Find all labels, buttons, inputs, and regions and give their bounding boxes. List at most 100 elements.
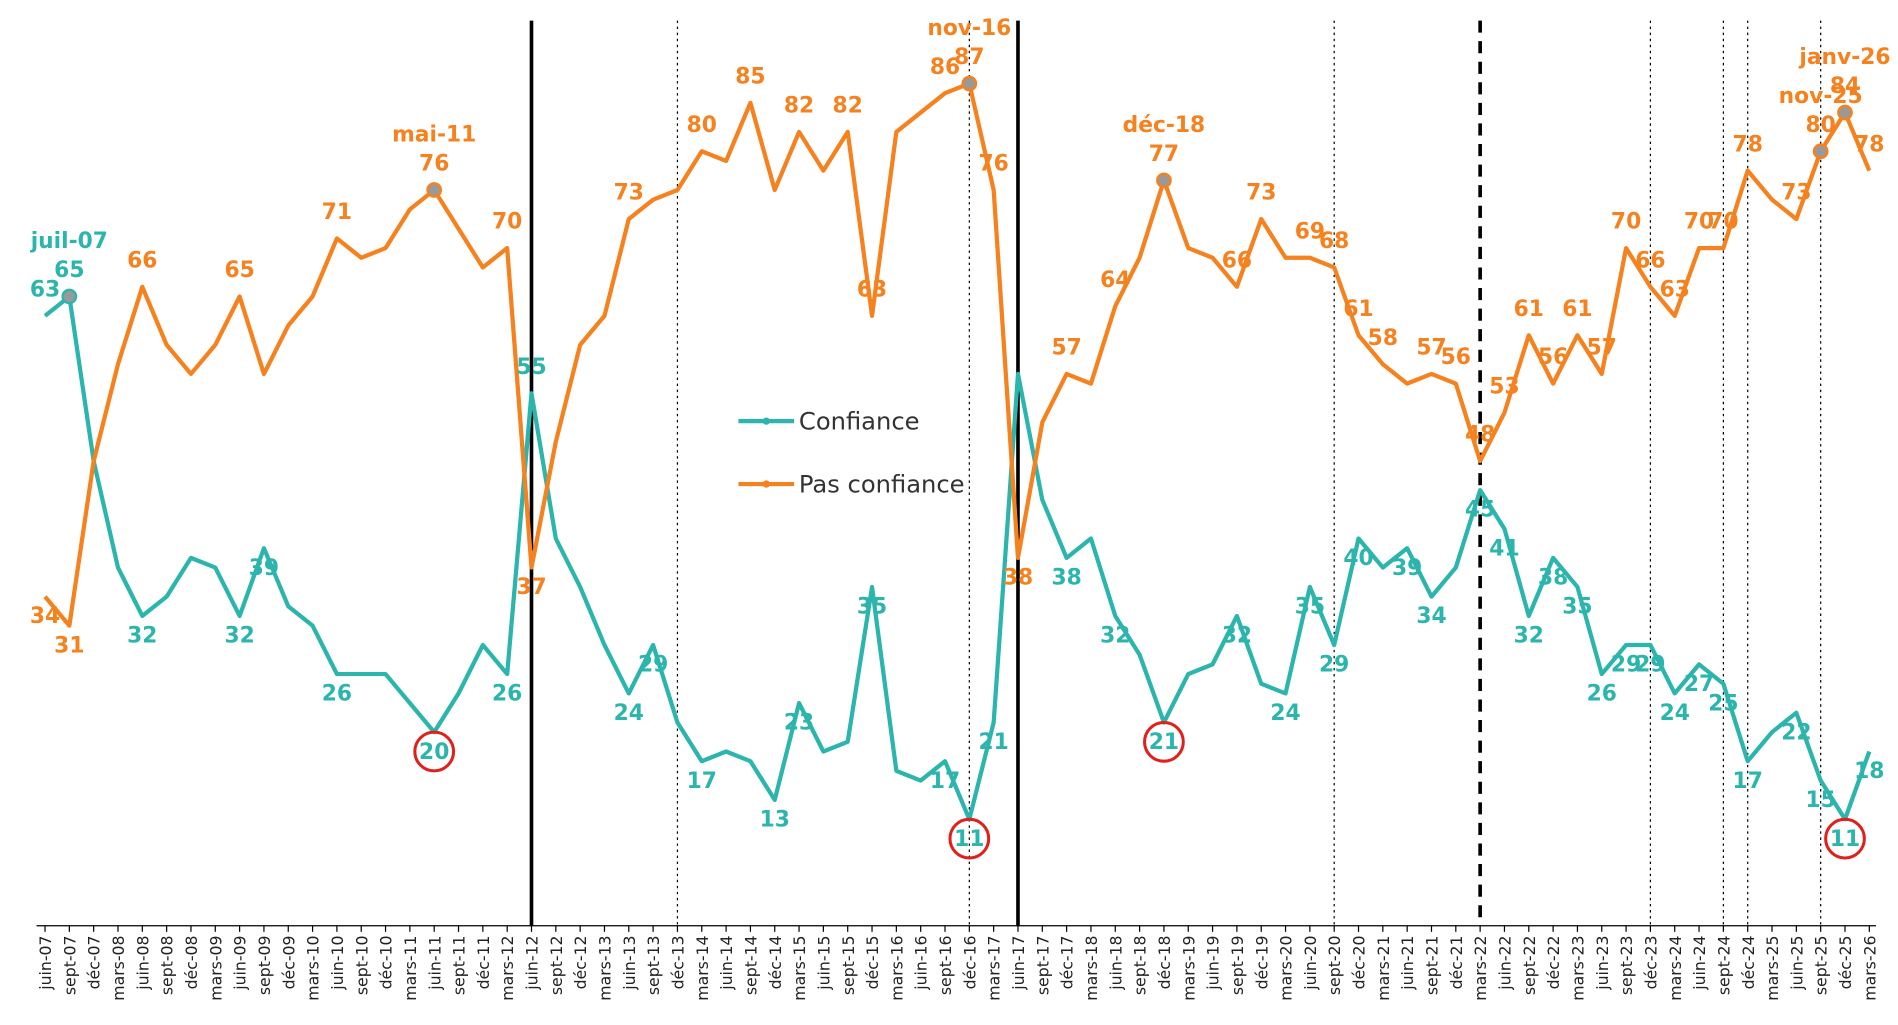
x-tick-label: sept-12 <box>547 935 566 995</box>
annotation: mai-11 <box>392 123 476 148</box>
value-label: 26 <box>322 682 352 707</box>
highlight-circle <box>1824 817 1866 860</box>
x-tick-label: mars-20 <box>1277 935 1296 1000</box>
highlight-circle <box>948 817 991 860</box>
x-tick-label: juin-17 <box>1009 935 1028 990</box>
value-label: 11 <box>954 827 984 852</box>
value-label: 39 <box>1392 556 1422 581</box>
value-label: 73 <box>1781 181 1811 206</box>
value-label: 71 <box>322 200 352 225</box>
value-label: 70 <box>1684 210 1714 235</box>
x-tick-label: déc-21 <box>1447 935 1466 989</box>
value-label: 57 <box>1587 336 1617 361</box>
x-tick-label: mars-19 <box>1179 935 1198 1000</box>
value-label: 24 <box>1660 701 1690 726</box>
legend-label: Pas confiance <box>799 471 965 499</box>
x-tick-label: juin-19 <box>1204 935 1223 990</box>
value-label: 66 <box>127 248 157 273</box>
value-label: 63 <box>857 277 887 302</box>
x-tick-label: sept-21 <box>1423 935 1442 995</box>
x-tick-label: sept-10 <box>352 935 371 995</box>
value-label: 37 <box>516 575 546 600</box>
value-label: 65 <box>224 258 254 283</box>
value-label: 61 <box>1562 297 1592 322</box>
x-tick-label: sept-24 <box>1714 935 1733 995</box>
x-tick-label: déc-20 <box>1350 935 1369 989</box>
value-label: 20 <box>419 740 449 765</box>
value-label: 22 <box>1781 720 1811 745</box>
x-tick-label: mars-24 <box>1666 935 1685 1000</box>
value-label: 17 <box>930 769 960 794</box>
x-tick-label: juin-10 <box>328 935 347 990</box>
value-label: 15 <box>1806 788 1836 813</box>
value-label: 56 <box>1441 345 1471 370</box>
x-tick-label: juin-08 <box>133 935 152 990</box>
x-tick-label: juin-11 <box>425 935 444 990</box>
point-marker <box>61 288 78 305</box>
value-label: 80 <box>687 113 717 138</box>
x-tick-label: juin-16 <box>912 935 931 990</box>
value-label: 24 <box>1270 701 1300 726</box>
x-tick-label: sept-19 <box>1228 935 1247 995</box>
value-label: 29 <box>1611 653 1641 678</box>
annotation: janv-26 <box>1798 45 1890 70</box>
x-tick-label: mars-09 <box>206 935 225 1000</box>
x-tick-label: déc-13 <box>668 935 687 989</box>
x-tick-label: mars-12 <box>498 935 517 1000</box>
x-tick-label: mars-13 <box>596 935 615 1000</box>
value-label: 29 <box>1635 653 1665 678</box>
value-label: 21 <box>1149 730 1179 755</box>
value-label: 41 <box>1489 536 1519 561</box>
x-tick-label: mars-22 <box>1471 935 1490 1000</box>
value-label: 58 <box>1368 326 1398 351</box>
value-label: 66 <box>1222 248 1252 273</box>
value-label: 76 <box>419 152 449 177</box>
x-tick-label: déc-23 <box>1641 935 1660 989</box>
value-label: 38 <box>1538 566 1568 591</box>
series-line <box>43 294 1872 822</box>
x-tick-label: mars-16 <box>887 935 906 1000</box>
value-label: 57 <box>1416 336 1446 361</box>
value-label: 63 <box>30 277 60 302</box>
x-tick-label: juin-20 <box>1301 935 1320 990</box>
x-tick-label: mars-18 <box>1082 935 1101 1000</box>
x-tick-label: mars-25 <box>1763 935 1782 1000</box>
x-tick-label: juin-22 <box>1496 935 1515 990</box>
x-tick-label: juin-25 <box>1787 935 1806 990</box>
value-label: 82 <box>784 94 814 119</box>
x-tick-label: sept-25 <box>1812 935 1831 995</box>
value-label: 26 <box>1587 682 1617 707</box>
value-label: 70 <box>1611 210 1641 235</box>
value-label: 86 <box>930 55 960 80</box>
value-label: 56 <box>1538 345 1568 370</box>
value-label: 17 <box>1733 769 1763 794</box>
value-label: 29 <box>1319 653 1349 678</box>
value-label: 66 <box>1635 248 1665 273</box>
value-label: 32 <box>1514 624 1544 649</box>
x-tick-label: mars-14 <box>693 935 712 1000</box>
x-tick-label: sept-18 <box>1131 935 1150 995</box>
x-tick-label: sept-07 <box>60 935 79 995</box>
value-label: 64 <box>1100 268 1130 293</box>
highlight-circle <box>1143 720 1185 763</box>
x-tick-label: déc-25 <box>1836 935 1855 989</box>
value-label: 78 <box>1854 132 1884 157</box>
value-label: 69 <box>1295 219 1325 244</box>
x-tick-label: sept-22 <box>1520 935 1539 995</box>
x-tick-label: déc-19 <box>1252 935 1271 989</box>
annotation: nov-16 <box>927 16 1011 41</box>
value-label: 18 <box>1854 759 1884 784</box>
highlight-circle <box>413 730 456 773</box>
x-tick-label: déc-11 <box>474 935 493 989</box>
x-tick-label: déc-18 <box>1155 935 1174 989</box>
value-label: 24 <box>614 701 644 726</box>
x-tick-label: juin-18 <box>1106 935 1125 990</box>
x-tick-label: juin-15 <box>814 935 833 990</box>
x-tick-label: juin-09 <box>231 935 250 990</box>
x-tick-label: sept-13 <box>644 935 663 995</box>
value-label: 57 <box>1051 336 1081 361</box>
x-tick-label: mars-08 <box>109 935 128 1000</box>
x-tick-label: juin-07 <box>36 935 55 990</box>
x-tick-label: mars-17 <box>985 935 1004 1000</box>
